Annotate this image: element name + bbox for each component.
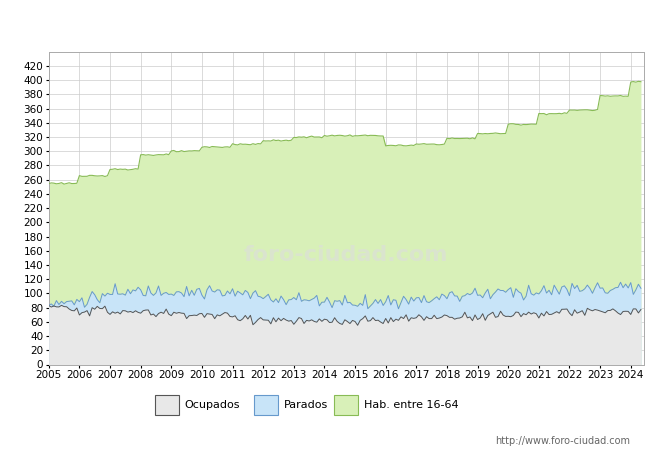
Text: Hab. entre 16-64: Hab. entre 16-64 [364, 400, 459, 410]
Text: La Nou de Gaià  -  Evolucion de la poblacion en edad de Trabajar Mayo de 2024: La Nou de Gaià - Evolucion de la poblaci… [60, 17, 590, 30]
Bar [334, 395, 358, 415]
Text: http://www.foro-ciudad.com: http://www.foro-ciudad.com [495, 436, 630, 446]
Text: Ocupados: Ocupados [185, 400, 240, 410]
Text: Parados: Parados [283, 400, 328, 410]
Bar [254, 395, 278, 415]
Text: foro-ciudad.com: foro-ciudad.com [244, 245, 448, 265]
Bar [155, 395, 179, 415]
